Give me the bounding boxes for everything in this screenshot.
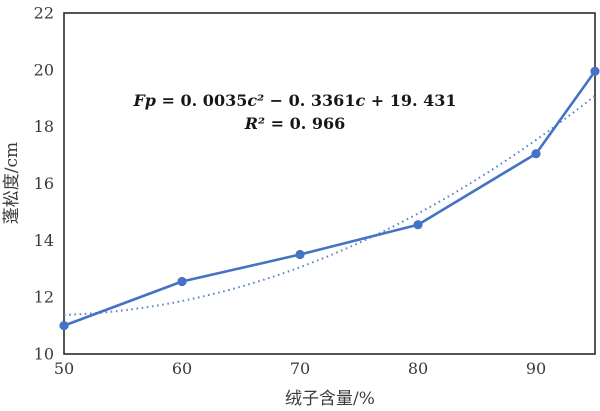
equation-variable: R² <box>244 114 265 133</box>
y-axis-title: 蓬松度/cm <box>2 142 22 224</box>
x-axis-title: 绒子含量/% <box>285 389 375 409</box>
x-axis-tick-label: 90 <box>526 359 546 378</box>
equation-variable: c² <box>247 91 264 110</box>
y-axis-tick-label: 22 <box>34 4 54 23</box>
data-point-markers <box>59 66 600 331</box>
equation-label: Fp = 0. 0035c² − 0. 3361c + 19. 431 <box>132 91 456 110</box>
y-axis-tick-labels: 10 12 14 16 18 20 22 <box>34 4 54 364</box>
data-point-marker <box>590 66 600 76</box>
data-series-line <box>63 70 597 327</box>
equation-text: = 0. 0035 <box>156 91 247 110</box>
plot-border <box>63 12 596 355</box>
equation-variable: c <box>355 91 365 110</box>
y-axis-tick-label: 10 <box>34 345 54 364</box>
equation-text: − 0. 3361 <box>264 91 355 110</box>
equation-variable: Fp <box>132 91 156 110</box>
equation-text: = 0. 966 <box>265 114 345 133</box>
y-axis-tick-label: 16 <box>34 174 54 193</box>
x-axis-tick-label: 60 <box>172 359 192 378</box>
data-point-marker <box>295 249 305 260</box>
data-point-marker <box>177 276 187 287</box>
y-axis-tick-label: 20 <box>34 60 54 79</box>
trendline-dotted <box>63 94 596 316</box>
equation-text: + 19. 431 <box>365 91 456 110</box>
y-axis-tick-label: 12 <box>34 288 54 307</box>
y-axis-tick-label: 18 <box>34 117 54 136</box>
y-axis-tick-label: 14 <box>34 231 54 250</box>
x-axis-tick-label: 80 <box>408 359 428 378</box>
x-axis-tick-label: 70 <box>290 359 310 378</box>
r-squared-label: R² = 0. 966 <box>244 114 346 133</box>
data-point-marker <box>413 220 423 230</box>
x-axis-tick-label: 50 <box>54 359 74 378</box>
data-point-marker <box>59 321 69 331</box>
data-point-marker <box>531 149 541 159</box>
x-axis-tick-labels: 50 60 70 80 90 <box>54 359 546 378</box>
